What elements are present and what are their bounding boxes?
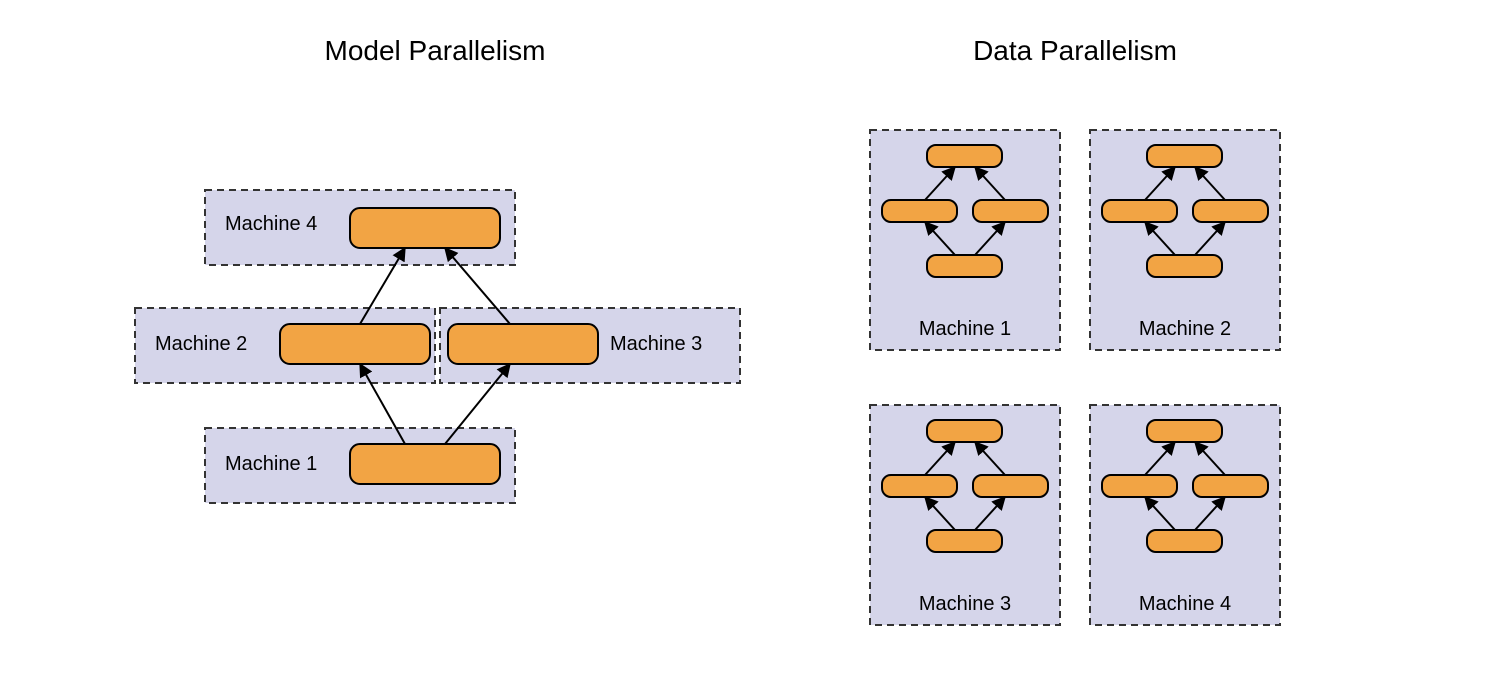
model-node [882,475,957,497]
model-node [973,200,1048,222]
text-label: Machine 2 [1139,318,1231,340]
model-node [1147,145,1222,167]
model-node [350,444,500,484]
text-label: Data Parallelism [973,35,1177,66]
model-node [927,145,1002,167]
model-node [448,324,598,364]
text-label: Machine 2 [155,333,247,355]
data-parallelism-group: Machine 1 Machine 2 Machine 3 Machine 4 [870,130,1280,625]
model-node [1147,255,1222,277]
model-node [1147,530,1222,552]
text-label: Model Parallelism [325,35,546,66]
model-node [882,200,957,222]
model-node [1193,200,1268,222]
model-node [927,255,1002,277]
model-node [1147,420,1222,442]
model-node [927,530,1002,552]
model-node [927,420,1002,442]
model-node [280,324,430,364]
text-label: Machine 1 [919,318,1011,340]
text-label: Machine 4 [225,213,317,235]
text-label: Machine 3 [610,333,702,355]
model-node [1102,475,1177,497]
text-label: Machine 4 [1139,593,1231,615]
model-node [973,475,1048,497]
model-node [1193,475,1268,497]
model-node [350,208,500,248]
diagram-canvas: Model Parallelism Data Parallelism Machine… [0,0,1486,696]
text-label: Machine 1 [225,453,317,475]
model-parallelism-group: Machine 4 Machine 2 Machine 3 Machine 1 [135,190,740,503]
text-label: Machine 3 [919,593,1011,615]
model-node [1102,200,1177,222]
